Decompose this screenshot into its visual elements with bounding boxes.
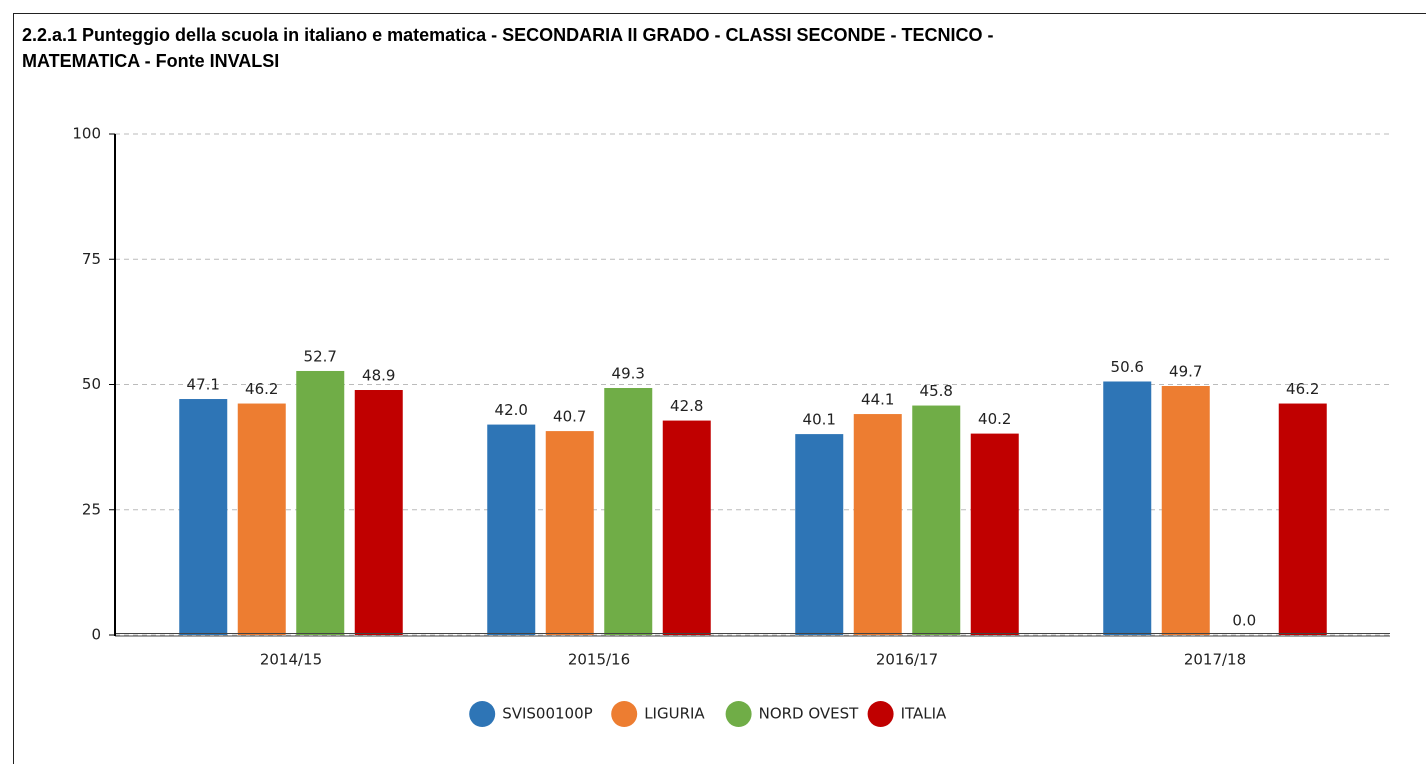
bar xyxy=(354,390,403,635)
legend-swatch xyxy=(611,701,638,727)
value-label: 40.2 xyxy=(978,410,1011,428)
bar xyxy=(662,420,711,635)
x-tick-label: 2016/17 xyxy=(876,651,938,669)
y-tick-label: 25 xyxy=(82,500,101,518)
value-label: 52.7 xyxy=(304,347,337,365)
bar xyxy=(487,424,536,635)
value-label: 47.1 xyxy=(187,376,220,394)
bar xyxy=(912,405,961,635)
x-tick-label: 2014/15 xyxy=(260,651,322,669)
chart-subtitle: MATEMATICA - Fonte INVALSI xyxy=(22,51,279,71)
value-label: 42.8 xyxy=(670,397,703,415)
value-label: 49.3 xyxy=(612,365,645,383)
y-tick-label: 50 xyxy=(82,375,101,393)
value-label: 40.7 xyxy=(553,408,586,426)
legend-swatch xyxy=(725,701,752,727)
bar xyxy=(604,388,653,635)
bar xyxy=(795,434,844,635)
bar xyxy=(1161,386,1210,635)
bar xyxy=(853,414,902,635)
value-label: 50.6 xyxy=(1111,358,1144,376)
value-label: 0.0 xyxy=(1232,612,1256,630)
y-tick-label: 75 xyxy=(82,250,101,268)
legend-label: NORD OVEST xyxy=(759,705,860,723)
legend-swatch xyxy=(867,701,894,727)
bar xyxy=(970,433,1019,635)
value-label: 42.0 xyxy=(495,401,528,419)
bar xyxy=(296,370,345,635)
legend-label: SVIS00100P xyxy=(502,705,593,723)
value-label: 46.2 xyxy=(1286,380,1319,398)
y-tick-label: 100 xyxy=(72,125,101,143)
bar xyxy=(1103,381,1152,635)
x-tick-label: 2015/16 xyxy=(568,651,630,669)
value-label: 46.2 xyxy=(245,380,278,398)
bar xyxy=(545,431,594,635)
legend-swatch xyxy=(469,701,496,727)
chart-title: 2.2.a.1 Punteggio della scuola in italia… xyxy=(22,25,994,45)
x-tick-label: 2017/18 xyxy=(1184,651,1246,669)
bar xyxy=(1278,403,1327,635)
value-label: 48.9 xyxy=(362,367,395,385)
legend-label: ITALIA xyxy=(901,705,947,723)
frame xyxy=(13,13,1426,764)
value-label: 40.1 xyxy=(803,411,836,429)
bar xyxy=(237,403,286,635)
value-label: 44.1 xyxy=(861,391,894,409)
y-tick-label: 0 xyxy=(91,626,101,644)
value-label: 49.7 xyxy=(1169,363,1202,381)
legend-label: LIGURIA xyxy=(644,705,705,723)
bar xyxy=(179,399,228,635)
value-label: 45.8 xyxy=(920,382,953,400)
